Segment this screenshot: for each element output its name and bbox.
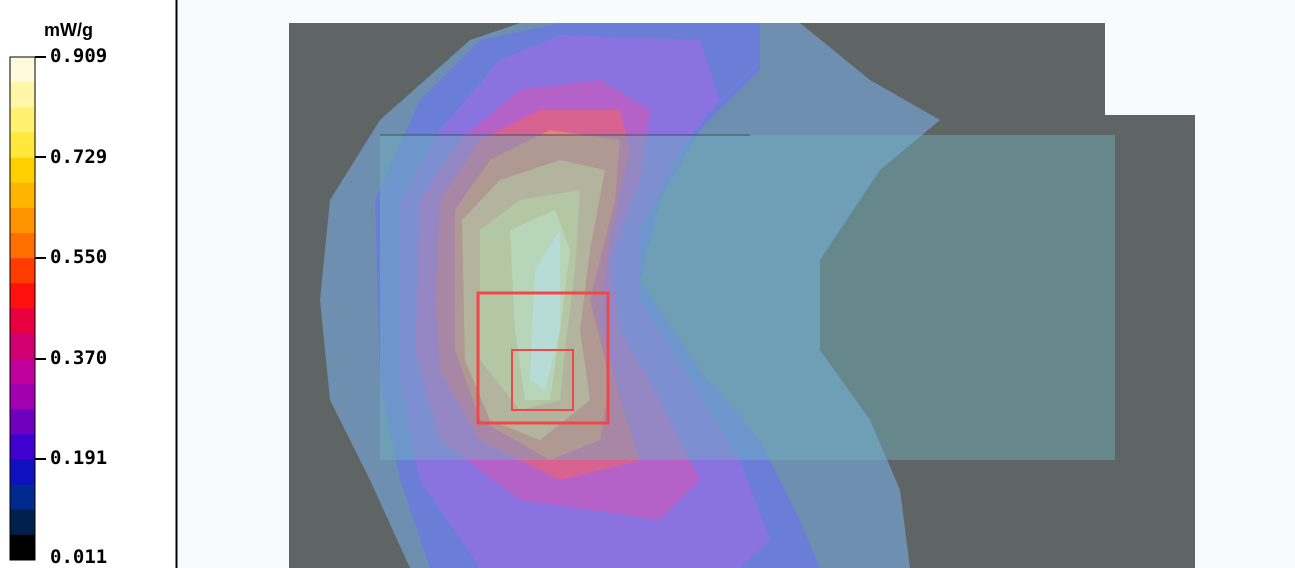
colorbar-label: 0.191 bbox=[50, 447, 108, 469]
colorbar-swatch bbox=[10, 57, 35, 83]
colorbar-swatch bbox=[10, 333, 35, 360]
area-scan-box bbox=[476, 291, 610, 425]
device-outline bbox=[380, 135, 1115, 460]
colorbar-label: 0.729 bbox=[50, 146, 108, 168]
colorbar-swatch bbox=[10, 383, 35, 410]
colorbar bbox=[9, 56, 46, 561]
colorbar-swatch bbox=[10, 182, 35, 209]
sar-contours bbox=[320, 23, 940, 568]
colorbar-frame bbox=[9, 56, 36, 561]
colorbar-label: 0.909 bbox=[50, 45, 108, 67]
colorbar-swatch bbox=[10, 258, 35, 284]
colorbar-swatch bbox=[10, 283, 35, 309]
colorbar-swatch bbox=[10, 132, 35, 159]
colorbar-unit: mW/g bbox=[44, 20, 93, 40]
colorbar-label: 0.550 bbox=[50, 246, 108, 268]
colorbar-label: 0.370 bbox=[50, 347, 108, 369]
colorbar-swatch bbox=[10, 459, 35, 486]
colorbar-swatch bbox=[10, 358, 35, 385]
colorbar-swatch bbox=[10, 434, 35, 460]
colorbar-swatch bbox=[10, 157, 35, 184]
colorbar-swatch bbox=[10, 82, 35, 108]
colorbar-swatch bbox=[10, 409, 35, 435]
colorbar-label: 0.011 bbox=[50, 546, 108, 568]
colorbar-swatch bbox=[10, 534, 35, 561]
colorbar-swatch bbox=[10, 107, 35, 133]
colorbar-swatch bbox=[10, 308, 35, 335]
zoom-scan-box bbox=[511, 349, 574, 411]
colorbar-swatch bbox=[10, 233, 35, 259]
colorbar-swatch bbox=[10, 207, 35, 234]
colorbar-swatch bbox=[10, 484, 35, 511]
colorbar-swatch bbox=[10, 509, 35, 536]
